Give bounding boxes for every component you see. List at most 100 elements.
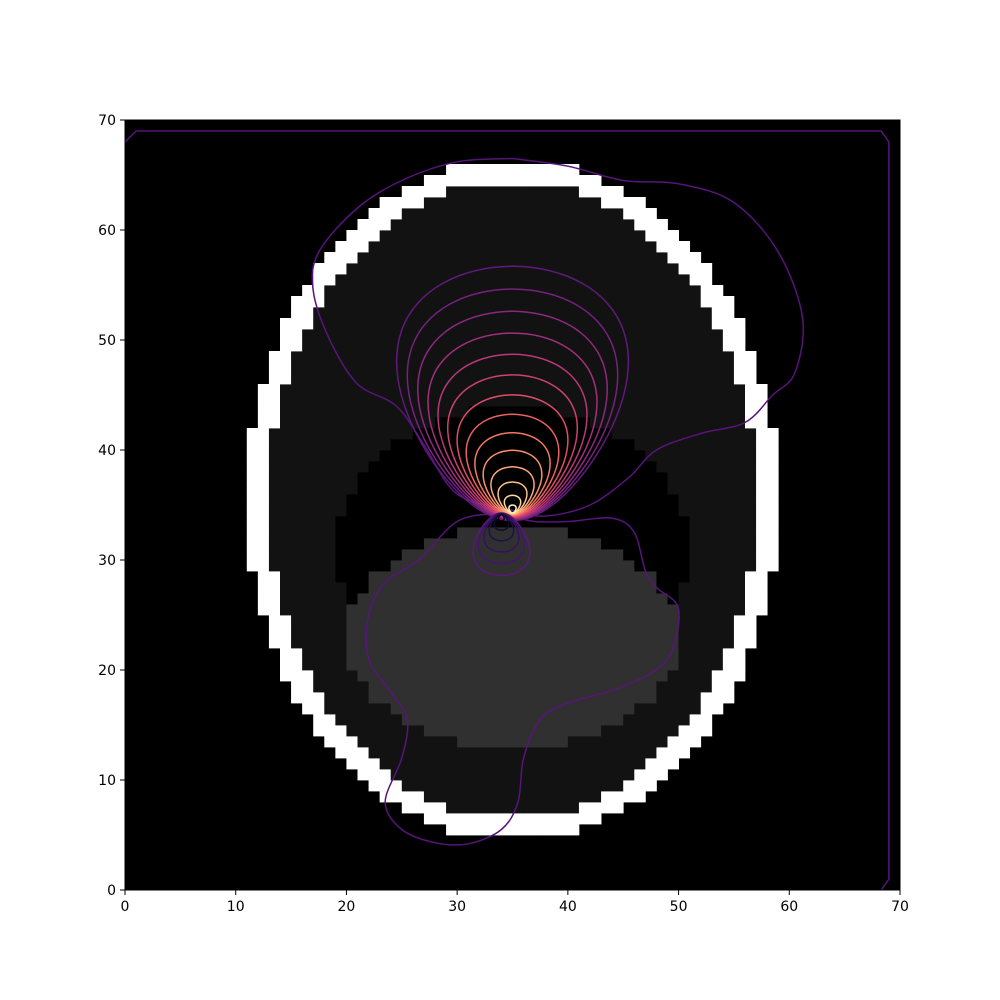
image-pixel <box>335 604 347 616</box>
image-pixel <box>412 351 425 363</box>
image-pixel <box>379 439 392 451</box>
image-pixel <box>722 560 735 572</box>
image-pixel <box>700 373 713 385</box>
image-pixel <box>656 670 668 682</box>
image-pixel <box>578 230 591 242</box>
image-pixel <box>733 571 746 583</box>
image-pixel <box>468 703 480 715</box>
image-pixel <box>401 252 414 264</box>
image-pixel <box>634 725 646 737</box>
image-pixel <box>335 670 347 682</box>
image-pixel <box>468 164 480 176</box>
image-pixel <box>612 329 624 341</box>
image-pixel <box>446 252 458 264</box>
image-pixel <box>390 230 403 242</box>
image-pixel <box>534 527 547 539</box>
image-pixel <box>257 582 270 594</box>
image-pixel <box>667 274 679 286</box>
image-pixel <box>412 340 425 352</box>
image-pixel <box>556 230 569 242</box>
image-pixel <box>512 230 524 242</box>
image-pixel <box>590 208 602 220</box>
image-pixel <box>501 802 513 814</box>
image-pixel <box>689 351 702 363</box>
image-pixel <box>379 549 392 561</box>
image-pixel <box>379 472 392 484</box>
image-pixel <box>501 527 513 539</box>
image-pixel <box>556 747 569 759</box>
image-pixel <box>257 571 270 583</box>
image-pixel <box>468 472 480 484</box>
image-pixel <box>291 307 303 319</box>
image-pixel <box>667 527 679 539</box>
image-pixel <box>412 527 425 539</box>
image-pixel <box>390 516 403 528</box>
image-pixel <box>401 318 414 330</box>
image-pixel <box>313 274 325 286</box>
image-pixel <box>612 626 624 638</box>
image-pixel <box>711 549 724 561</box>
image-pixel <box>745 505 757 517</box>
image-pixel <box>733 351 746 363</box>
image-pixel <box>357 527 369 539</box>
image-pixel <box>490 263 502 275</box>
image-pixel <box>634 329 646 341</box>
image-pixel <box>346 428 358 440</box>
image-pixel <box>490 582 502 594</box>
image-pixel <box>302 362 314 374</box>
image-pixel <box>590 263 602 275</box>
image-pixel <box>501 417 513 429</box>
image-pixel <box>435 296 447 308</box>
image-pixel <box>722 406 735 418</box>
image-pixel <box>401 461 414 473</box>
image-pixel <box>645 571 657 583</box>
image-pixel <box>523 725 536 737</box>
image-pixel <box>313 373 325 385</box>
image-pixel <box>700 307 713 319</box>
image-pixel <box>324 560 336 572</box>
image-pixel <box>401 692 414 704</box>
image-pixel <box>645 439 657 451</box>
image-pixel <box>501 197 513 209</box>
image-pixel <box>457 428 469 440</box>
image-pixel <box>689 703 702 715</box>
image-pixel <box>556 736 569 748</box>
image-pixel <box>590 637 602 649</box>
image-pixel <box>545 186 558 198</box>
image-pixel <box>368 527 381 539</box>
image-pixel <box>401 747 414 759</box>
image-pixel <box>601 417 613 429</box>
image-pixel <box>412 549 425 561</box>
image-pixel <box>412 681 425 693</box>
image-pixel <box>446 329 458 341</box>
image-pixel <box>656 384 668 396</box>
image-pixel <box>512 593 524 605</box>
image-pixel <box>678 560 691 572</box>
image-pixel <box>700 615 713 627</box>
image-pixel <box>623 318 635 330</box>
image-pixel <box>379 395 392 407</box>
image-pixel <box>379 483 392 495</box>
image-pixel <box>711 285 724 297</box>
image-pixel <box>689 263 702 275</box>
contour-line-positive <box>406 288 619 521</box>
image-pixel <box>667 725 679 737</box>
image-pixel <box>678 252 691 264</box>
image-pixel <box>612 604 624 616</box>
image-pixel <box>313 571 325 583</box>
image-pixel <box>446 813 458 825</box>
image-pixel <box>745 571 757 583</box>
image-pixel <box>490 747 502 759</box>
image-pixel <box>324 362 336 374</box>
image-pixel <box>446 175 458 187</box>
image-pixel <box>667 714 679 726</box>
image-pixel <box>468 681 480 693</box>
image-pixel <box>534 329 547 341</box>
image-pixel <box>479 252 491 264</box>
image-pixel <box>756 461 768 473</box>
image-pixel <box>678 593 691 605</box>
image-pixel <box>435 626 447 638</box>
image-pixel <box>291 428 303 440</box>
image-pixel <box>556 307 569 319</box>
image-pixel <box>291 494 303 506</box>
